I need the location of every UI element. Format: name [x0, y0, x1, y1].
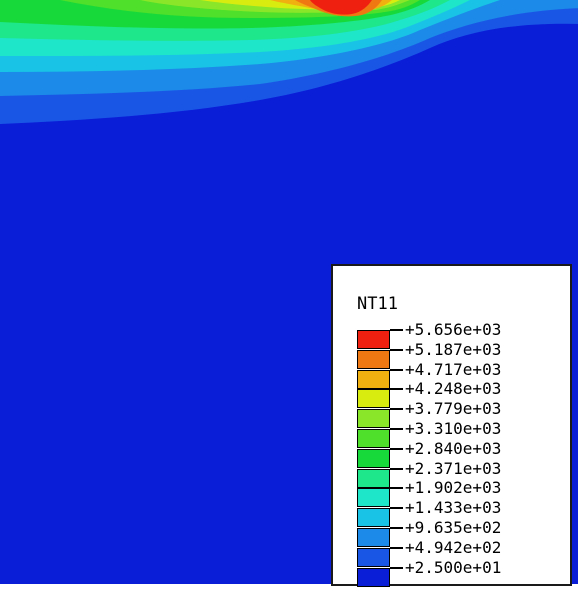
legend-swatch: [357, 369, 390, 389]
legend-level-label: +4.942e+02: [405, 537, 502, 557]
legend-level-label: +2.371e+03: [405, 458, 502, 478]
legend-tick: [390, 507, 403, 510]
legend-tick: [390, 546, 403, 549]
contour-bands: [0, 0, 583, 124]
legend-swatch: [357, 349, 390, 369]
bottom-edge-margin: [0, 584, 583, 591]
legend-tick: [390, 527, 403, 529]
contour-band-12: [310, 0, 372, 15]
legend-tick: [390, 467, 403, 470]
legend-swatch: [357, 429, 390, 448]
legend-level-label: +1.433e+03: [405, 498, 502, 518]
legend-tick: [390, 329, 403, 331]
legend-swatch: [357, 528, 390, 547]
legend-tick: [390, 428, 403, 430]
legend-title: NT11: [357, 294, 398, 314]
legend-level-label: +2.500e+01: [405, 557, 502, 577]
legend-tick: [390, 447, 403, 450]
legend-level-label: +5.187e+03: [405, 339, 502, 359]
legend-tick: [390, 348, 403, 351]
legend-swatch: [357, 330, 390, 349]
legend-swatch: [357, 389, 390, 409]
legend-level-label: +4.717e+03: [405, 359, 502, 379]
legend-level-label: +9.635e+02: [405, 518, 502, 537]
legend-swatch: [357, 508, 390, 528]
legend-swatch: [357, 468, 390, 488]
right-edge-margin: [578, 0, 583, 591]
legend-swatch: [357, 547, 390, 567]
legend-level-label: +5.656e+03: [405, 320, 502, 339]
legend-tick: [390, 487, 403, 490]
legend-swatch: [357, 488, 390, 508]
legend-tick: [390, 408, 403, 411]
legend-tick: [390, 388, 403, 391]
legend-tick: [390, 368, 403, 371]
legend-swatch: [357, 567, 390, 587]
legend-swatch: [357, 448, 390, 468]
legend-level-label: +4.248e+03: [405, 379, 502, 399]
contour-legend: NT11 +5.656e+03 +5.187e+03 +4.717e+03 +4.24…: [331, 264, 572, 587]
legend-swatch: [357, 409, 390, 429]
legend-level-label: +3.310e+03: [405, 419, 502, 438]
legend-level-label: +1.902e+03: [405, 478, 502, 498]
legend-level-label: +2.840e+03: [405, 438, 502, 458]
legend-level-label: +3.779e+03: [405, 399, 502, 419]
legend-tick: [390, 566, 403, 569]
